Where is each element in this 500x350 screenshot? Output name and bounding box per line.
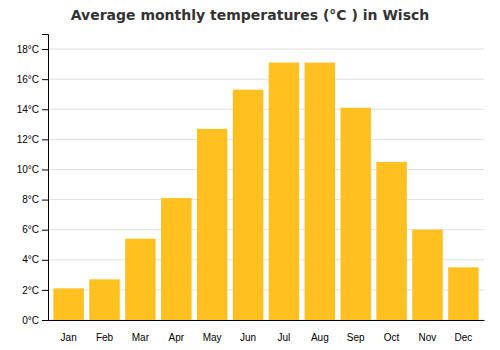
bar xyxy=(197,129,228,320)
tick-mark xyxy=(42,290,48,291)
tick-label: 8°C xyxy=(22,194,39,205)
grid-line xyxy=(48,169,484,170)
bar xyxy=(269,63,300,320)
tick: 14°C xyxy=(17,104,48,115)
axis-line xyxy=(49,320,485,321)
bar xyxy=(233,90,264,320)
bar xyxy=(53,288,84,320)
y-axis: 0°C 2°C 4°C 6°C 8°C 10°C 12°C 14°C 16°C 18°C xyxy=(17,35,49,326)
tick: Nov xyxy=(419,332,437,343)
tick-mark xyxy=(42,230,48,231)
tick-label: Apr xyxy=(169,332,185,343)
tick-label: Feb xyxy=(96,332,114,343)
tick: 4°C xyxy=(22,254,48,265)
tick: Feb xyxy=(96,332,114,343)
x-axis: Jan Feb Mar Apr May Jun Jul Aug Sep Oct Nov Dec xyxy=(49,321,485,344)
tick-label: 4°C xyxy=(22,254,39,265)
tick: Jun xyxy=(240,332,256,343)
tick: 12°C xyxy=(17,134,48,145)
bars xyxy=(53,63,478,320)
tick-label: Nov xyxy=(419,332,437,343)
tick: 10°C xyxy=(17,164,48,175)
tick-mark xyxy=(42,109,48,110)
tick: Oct xyxy=(384,332,400,343)
tick: 0°C xyxy=(22,315,48,326)
tick-mark xyxy=(42,79,48,80)
tick-label: Aug xyxy=(311,332,329,343)
tick: 8°C xyxy=(22,194,48,205)
bar xyxy=(161,198,192,320)
tick-label: Jun xyxy=(240,332,256,343)
bar xyxy=(412,230,443,320)
axis-line xyxy=(42,35,49,321)
tick-label: Dec xyxy=(454,332,472,343)
grid-line xyxy=(48,79,484,80)
tick-mark xyxy=(42,260,48,261)
title: Average monthly temperatures (°C ) in Wi… xyxy=(71,7,430,23)
tick-label: 12°C xyxy=(17,134,39,145)
bar xyxy=(305,63,336,320)
tick-label: 10°C xyxy=(17,164,39,175)
tick: Mar xyxy=(132,332,150,343)
tick-label: 2°C xyxy=(22,285,39,296)
tick-label: Jan xyxy=(61,332,77,343)
tick: Jul xyxy=(278,332,291,343)
tick: 6°C xyxy=(22,224,48,235)
tick: 18°C xyxy=(17,44,48,55)
bar xyxy=(340,108,371,320)
chart: 0°C 2°C 4°C 6°C 8°C 10°C 12°C 14°C 16°C 18°C Jan Fe… xyxy=(0,0,500,350)
tick-label: 18°C xyxy=(17,44,39,55)
tick-label: 16°C xyxy=(17,74,39,85)
tick-mark xyxy=(42,49,48,50)
grid-line xyxy=(48,199,484,200)
tick: Jan xyxy=(61,332,77,343)
tick-label: 0°C xyxy=(22,315,39,326)
tick-mark xyxy=(42,320,48,321)
grid-line xyxy=(48,49,484,50)
bar xyxy=(448,267,479,320)
tick: Dec xyxy=(454,332,472,343)
bar xyxy=(125,239,156,320)
tick-label: May xyxy=(203,332,222,343)
tick-label: Jul xyxy=(278,332,291,343)
tick-mark xyxy=(42,200,48,201)
tick: Aug xyxy=(311,332,329,343)
bar xyxy=(89,279,120,320)
tick-label: 6°C xyxy=(22,224,39,235)
grid-line xyxy=(48,139,484,140)
tick: Sep xyxy=(347,332,365,343)
grid-line xyxy=(48,109,484,110)
tick-label: Oct xyxy=(384,332,400,343)
plot: 0°C 2°C 4°C 6°C 8°C 10°C 12°C 14°C 16°C 18°C Jan Fe… xyxy=(17,35,485,344)
tick: 16°C xyxy=(17,74,48,85)
tick-label: Sep xyxy=(347,332,365,343)
tick-mark xyxy=(42,139,48,140)
tick: Apr xyxy=(169,332,185,343)
bar xyxy=(376,162,407,320)
grid xyxy=(48,49,484,320)
tick: 2°C xyxy=(22,285,48,296)
tick-label: Mar xyxy=(132,332,150,343)
tick-label: 14°C xyxy=(17,104,39,115)
tick: May xyxy=(203,332,222,343)
tick-mark xyxy=(42,169,48,170)
